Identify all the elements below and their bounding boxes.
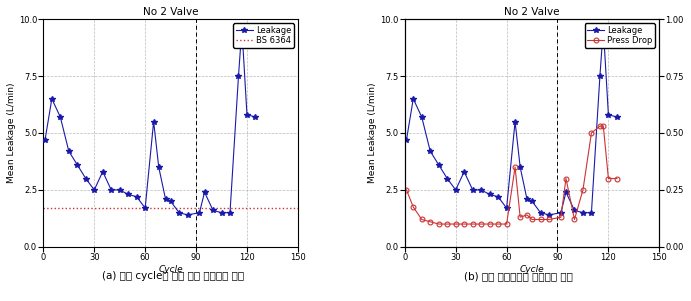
Leakage <box>200 190 209 194</box>
Press Drop <box>596 124 604 128</box>
Press Drop <box>570 218 578 221</box>
Text: (a) 시험 cycle에 따른 평균 누설유량 변화: (a) 시험 cycle에 따른 평균 누설유량 변화 <box>102 271 244 281</box>
Leakage <box>587 211 596 215</box>
Press Drop <box>486 222 494 226</box>
Press Drop <box>536 218 545 221</box>
Leakage <box>167 200 175 203</box>
Y-axis label: Mean Leakage (L/min): Mean Leakage (L/min) <box>7 83 16 183</box>
Leakage <box>124 193 133 196</box>
Leakage <box>468 188 477 192</box>
Line: Leakage: Leakage <box>42 26 258 218</box>
Leakage <box>409 97 417 101</box>
Leakage <box>226 211 234 215</box>
Leakage <box>209 209 217 212</box>
Leakage <box>523 197 531 201</box>
Press Drop <box>528 218 536 221</box>
Leakage <box>486 193 494 196</box>
Title: No 2 Valve: No 2 Valve <box>504 7 560 17</box>
Leakage <box>402 138 410 141</box>
Leakage <box>570 209 578 212</box>
BS 6364 <box>39 206 48 210</box>
Press Drop <box>523 213 531 217</box>
Leakage <box>579 211 587 215</box>
Y-axis label: Mean Leakage (L/min): Mean Leakage (L/min) <box>368 83 377 183</box>
Press Drop <box>443 222 451 226</box>
Press Drop <box>604 177 612 180</box>
Press Drop <box>579 188 587 192</box>
Leakage <box>141 206 149 210</box>
Leakage <box>502 206 511 210</box>
Leakage <box>426 149 435 153</box>
Leakage <box>162 197 170 201</box>
Press Drop <box>468 222 477 226</box>
Press Drop <box>435 222 443 226</box>
Title: No 2 Valve: No 2 Valve <box>143 7 198 17</box>
Press Drop <box>511 165 519 169</box>
Leakage <box>451 188 460 192</box>
Leakage <box>196 211 204 215</box>
Press Drop <box>409 205 417 209</box>
Leakage <box>613 115 621 119</box>
Leakage <box>56 115 64 119</box>
Leakage <box>435 163 443 167</box>
Press Drop <box>460 222 468 226</box>
Leakage <box>41 138 49 141</box>
Leakage <box>149 120 158 123</box>
Leakage <box>133 195 141 199</box>
Press Drop <box>502 222 511 226</box>
Leakage <box>557 211 565 215</box>
Leakage <box>596 74 604 78</box>
Press Drop <box>494 222 502 226</box>
Press Drop <box>587 131 596 135</box>
X-axis label: Cycle: Cycle <box>158 265 183 274</box>
Leakage <box>516 165 524 169</box>
Legend: Leakage, Press Drop: Leakage, Press Drop <box>585 23 655 48</box>
Leakage <box>175 211 183 215</box>
Legend: Leakage, BS 6364: Leakage, BS 6364 <box>234 23 294 48</box>
BS 6364 <box>41 206 49 210</box>
Press Drop <box>516 216 524 219</box>
Leakage <box>528 200 536 203</box>
Press Drop <box>426 220 435 224</box>
Leakage <box>90 188 98 192</box>
Leakage <box>417 115 426 119</box>
Leakage <box>183 213 191 217</box>
Press Drop <box>557 216 565 219</box>
Leakage <box>155 165 163 169</box>
Press Drop <box>402 188 410 192</box>
Leakage <box>65 149 73 153</box>
X-axis label: Cycle: Cycle <box>520 265 545 274</box>
Leakage <box>562 190 570 194</box>
Press Drop <box>545 218 553 221</box>
Leakage <box>252 115 260 119</box>
Leakage <box>460 170 468 173</box>
Line: Press Drop: Press Drop <box>404 124 619 226</box>
Leakage <box>477 188 485 192</box>
Leakage <box>536 211 545 215</box>
Leakage <box>73 163 82 167</box>
Leakage <box>443 177 451 180</box>
Leakage <box>82 177 90 180</box>
Leakage <box>99 170 107 173</box>
Leakage <box>599 26 607 30</box>
Leakage <box>107 188 115 192</box>
Leakage <box>511 120 519 123</box>
Text: (b) 평균 누설유량과 압력강하 비교: (b) 평균 누설유량과 압력강하 비교 <box>464 271 573 281</box>
Press Drop <box>477 222 485 226</box>
Leakage <box>238 26 246 30</box>
Press Drop <box>562 177 570 180</box>
Leakage <box>234 74 243 78</box>
Leakage <box>48 97 56 101</box>
Leakage <box>545 213 553 217</box>
Press Drop <box>599 124 607 128</box>
Leakage <box>115 188 124 192</box>
Leakage <box>494 195 502 199</box>
Leakage <box>218 211 226 215</box>
Press Drop <box>451 222 460 226</box>
Leakage <box>243 113 251 116</box>
Line: Leakage: Leakage <box>404 26 620 218</box>
Press Drop <box>417 218 426 221</box>
Leakage <box>604 113 612 116</box>
Press Drop <box>613 177 621 180</box>
